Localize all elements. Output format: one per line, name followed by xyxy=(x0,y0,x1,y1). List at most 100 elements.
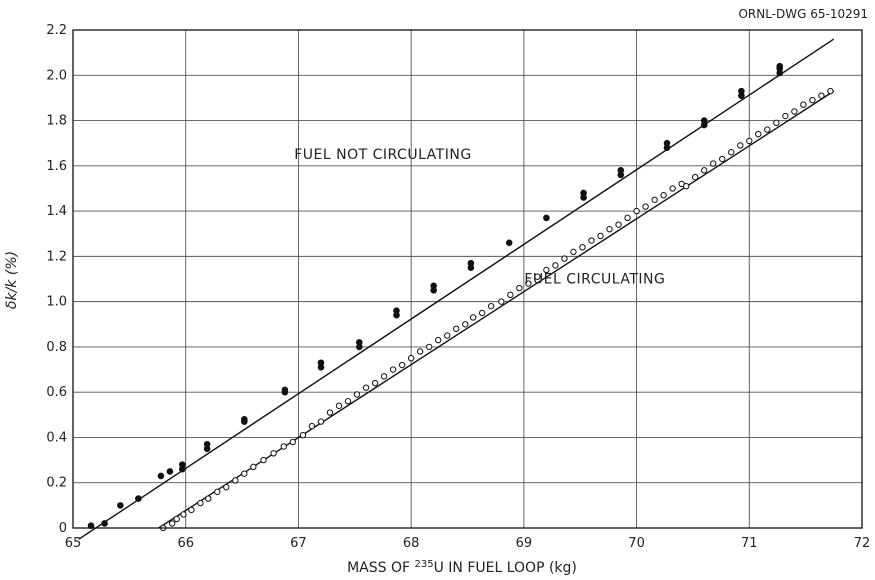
open-point xyxy=(827,87,834,95)
y-tick-label: 0.4 xyxy=(46,430,67,445)
open-point xyxy=(669,185,676,192)
open-point xyxy=(197,499,204,507)
x-tick-label: 67 xyxy=(290,536,307,551)
open-point xyxy=(615,221,622,228)
open-point xyxy=(353,391,361,398)
open-point xyxy=(223,484,230,491)
open-point xyxy=(534,273,541,280)
open-point xyxy=(682,182,690,190)
open-point xyxy=(168,520,176,527)
open-point xyxy=(651,196,658,203)
y-tick-label: 1.4 xyxy=(46,204,67,219)
x-tick-label: 71 xyxy=(741,536,758,551)
x-tick-label: 65 xyxy=(65,536,82,551)
open-point xyxy=(371,379,379,387)
open-point xyxy=(407,355,415,362)
data-points xyxy=(87,62,834,532)
annotation-label: FUEL NOT CIRCULATING xyxy=(294,147,471,163)
y-tick-label: 1.2 xyxy=(46,249,67,264)
x-axis-title-prefix: MASS OF xyxy=(347,560,414,576)
open-point xyxy=(335,402,343,409)
y-tick-label: 0.6 xyxy=(46,385,67,400)
filled-point xyxy=(355,339,363,346)
x-tick-label: 70 xyxy=(628,536,645,551)
open-point xyxy=(462,321,469,328)
x-tick-label: 69 xyxy=(516,536,533,551)
filled-point xyxy=(467,259,475,267)
open-point xyxy=(270,450,277,457)
y-tick-label: 0.8 xyxy=(46,340,67,355)
open-point xyxy=(800,101,807,108)
y-tick-label: 1.0 xyxy=(46,295,67,310)
filled-point xyxy=(203,440,211,448)
x-tick-label: 68 xyxy=(403,536,420,551)
open-point xyxy=(701,167,708,174)
y-tick-label: 2.2 xyxy=(46,23,67,38)
open-point xyxy=(362,384,370,391)
open-point xyxy=(570,248,577,256)
open-point xyxy=(478,309,486,317)
annotations: FUEL NOT CIRCULATING FUEL CIRCULATING xyxy=(294,147,665,288)
filled-point xyxy=(580,189,587,197)
filled-point xyxy=(543,214,550,222)
plot-frame xyxy=(72,29,863,529)
open-point xyxy=(444,332,451,339)
open-point xyxy=(487,302,495,310)
y-tick-label: 1.6 xyxy=(46,159,67,174)
filled-point xyxy=(241,416,248,423)
open-point xyxy=(308,422,316,430)
open-point xyxy=(660,192,667,199)
open-point xyxy=(232,477,239,484)
filled-point xyxy=(617,167,625,174)
open-point xyxy=(818,92,825,99)
open-point xyxy=(516,284,523,292)
open-point xyxy=(728,149,735,156)
open-point xyxy=(205,495,212,502)
y-tick-label: 0.2 xyxy=(46,476,67,491)
open-point xyxy=(453,325,460,332)
open-point xyxy=(299,431,307,439)
x-axis-title-superscript: 235 xyxy=(415,559,434,570)
open-point xyxy=(289,438,296,446)
filled-point xyxy=(393,307,400,314)
open-point xyxy=(344,398,352,405)
open-point xyxy=(250,463,257,471)
open-point xyxy=(773,119,780,127)
open-point xyxy=(606,226,613,233)
open-point xyxy=(588,237,595,244)
open-point xyxy=(416,348,424,355)
fit-line-series-1 xyxy=(158,90,835,529)
filled-point xyxy=(663,139,671,147)
open-point xyxy=(317,418,325,425)
filled-point xyxy=(281,386,289,394)
open-point xyxy=(280,443,287,450)
filled-point xyxy=(179,461,186,468)
x-tick-labels: 65 66 67 68 69 70 71 72 xyxy=(65,536,871,551)
open-point xyxy=(180,511,187,518)
open-point xyxy=(746,137,753,145)
grid xyxy=(72,29,863,529)
open-point xyxy=(691,173,699,181)
open-point xyxy=(764,126,771,133)
y-tick-label: 0 xyxy=(59,521,67,536)
open-point xyxy=(755,130,762,138)
filled-point xyxy=(738,87,745,95)
filled-point xyxy=(776,62,784,70)
open-point xyxy=(398,361,406,369)
open-point xyxy=(425,343,433,351)
filled-point xyxy=(157,472,165,480)
fit-line-series-0 xyxy=(78,38,835,540)
open-point xyxy=(241,470,248,477)
annotation-label: FUEL CIRCULATING xyxy=(524,272,665,288)
open-point xyxy=(791,108,798,115)
open-point xyxy=(543,266,550,274)
open-point xyxy=(498,298,505,305)
open-point xyxy=(624,214,631,222)
filled-point xyxy=(700,117,708,124)
open-point xyxy=(597,232,604,240)
open-point xyxy=(380,373,388,380)
y-tick-labels: 0 0.2 0.4 0.6 0.8 1.0 1.2 1.4 1.6 1.8 2.0 2.2 xyxy=(46,23,67,536)
open-point xyxy=(719,155,726,163)
drawing-number: ORNL-DWG 65-10291 xyxy=(738,7,868,21)
